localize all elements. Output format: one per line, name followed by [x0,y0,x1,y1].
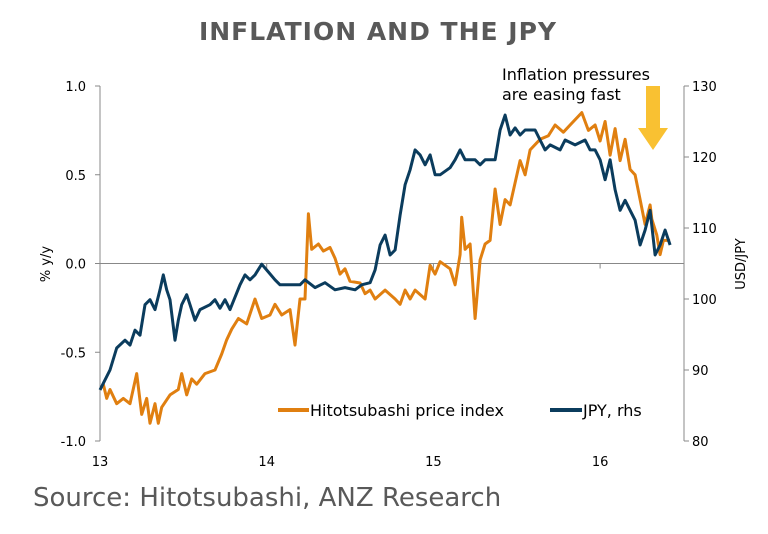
y-tick-label: 0.0 [65,258,86,273]
y-tick-label: 1.0 [65,80,86,95]
y-right-tick-label: 90 [692,364,709,379]
legend-label-jpy: JPY, rhs [582,401,642,420]
source-note: Source: Hitotsubashi, ANZ Research [33,483,501,513]
y-right-tick-label: 120 [692,151,717,166]
series-line-jpy [98,113,672,391]
annotation-line-1: Inflation pressures [502,65,650,84]
series-line-hitotsubashi [101,111,671,425]
x-tick-label: 13 [92,455,109,470]
down-arrow-icon [638,86,668,150]
annotation-line-2: are easing fast [502,85,621,104]
y-right-tick-label: 80 [692,435,709,450]
x-tick-label: 14 [258,455,275,470]
y-tick-label: -1.0 [61,435,86,450]
series-group [98,111,672,425]
y-axis-label-right: USD/JPY [734,238,749,290]
y-tick-label: 0.5 [65,169,86,184]
y-tick-label: -0.5 [61,346,86,361]
chart-title: INFLATION AND THE JPY [199,17,557,46]
legend: Hitotsubashi price index JPY, rhs [278,401,642,420]
x-tick-label: 15 [425,455,442,470]
x-tick-label: 16 [592,455,609,470]
legend-label-hitotsubashi: Hitotsubashi price index [310,401,504,420]
y-axis-label-left: % y/y [39,246,54,283]
y-right-tick-label: 100 [692,293,717,308]
y-right-tick-label: 130 [692,80,717,95]
axes: 1.0 0.5 0.0 -0.5 -1.0 130 120 110 100 90 80 13 14 15 1… [61,80,717,470]
y-right-tick-label: 110 [692,222,717,237]
